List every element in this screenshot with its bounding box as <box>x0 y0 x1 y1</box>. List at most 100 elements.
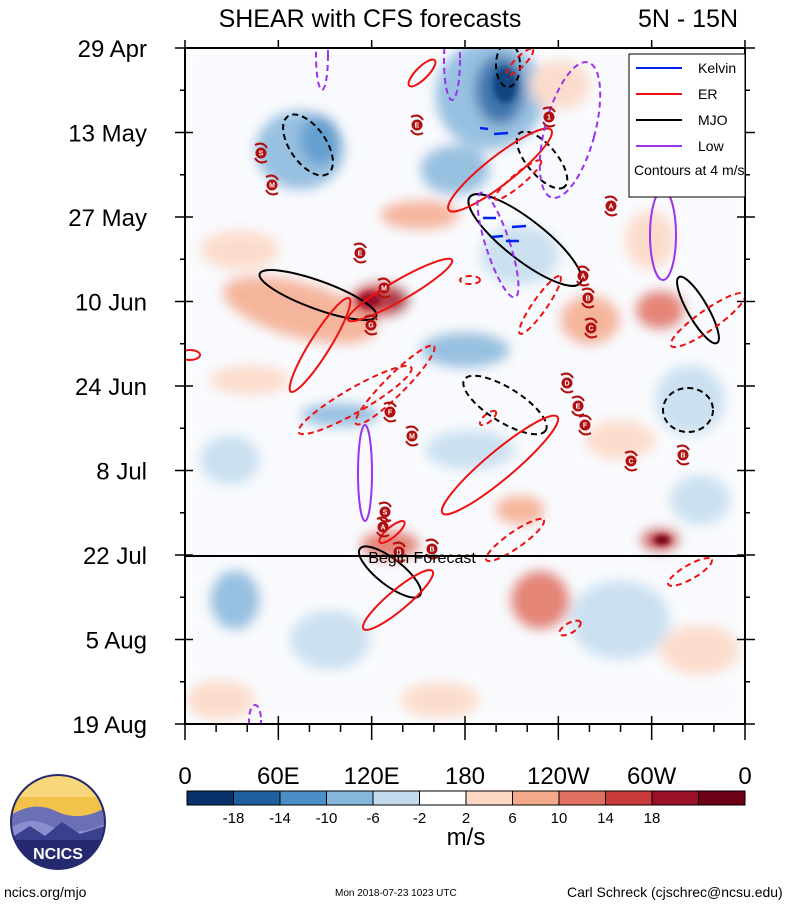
kelvin-contour <box>479 126 489 131</box>
storm-marker: A <box>604 195 618 217</box>
low-contour <box>357 424 373 522</box>
storm-marker-label: F <box>583 423 588 430</box>
colorbar-tick-label: -6 <box>366 810 379 827</box>
storm-marker-label: S <box>383 510 388 517</box>
legend-entry-label: MJO <box>698 112 728 128</box>
storm-marker: C <box>624 450 638 472</box>
y-tick-label: 27 May <box>68 205 147 232</box>
legend-box <box>628 53 746 198</box>
storm-marker: G <box>364 314 378 336</box>
storm-marker-label: D <box>564 381 569 388</box>
chart-title: SHEAR with CFS forecasts <box>219 5 522 33</box>
legend: Kelvin ER MJO Low Contours at 4 m/s <box>628 53 746 198</box>
storm-marker-label: C <box>628 459 633 466</box>
colorbar-swatch <box>326 790 374 806</box>
colorbar-swatch <box>419 790 467 806</box>
er-contour <box>361 569 435 631</box>
y-tick-label: 29 Apr <box>78 36 147 63</box>
legend-note: Contours at 4 m/s <box>634 162 745 178</box>
low-contour <box>443 48 461 101</box>
y-tick-label: 19 Aug <box>72 712 147 739</box>
x-tick-label: 120W <box>527 763 590 790</box>
x-tick-label: 120E <box>344 763 400 790</box>
colorbar-swatch <box>465 790 513 806</box>
storm-marker-label: C <box>588 326 593 333</box>
storm-marker: D <box>560 372 574 394</box>
er-contour <box>354 344 436 426</box>
er-contour <box>407 58 437 88</box>
storm-marker: B <box>581 287 595 309</box>
storm-marker: F <box>578 414 592 436</box>
mjo-contour <box>462 374 548 436</box>
colorbar-swatch <box>698 790 746 806</box>
x-tick-label: 0 <box>738 763 751 790</box>
er-contour <box>493 159 543 201</box>
storm-marker: B <box>392 541 406 563</box>
mjo-contour <box>515 130 569 190</box>
er-contour <box>484 517 546 563</box>
er-contour <box>297 364 413 436</box>
low-contour <box>538 61 602 199</box>
storm-marker-label: M <box>409 434 415 441</box>
y-axis: 29 Apr 13 May 27 May 10 Jun 24 Jun 8 Jul 22 Ju… <box>68 36 147 739</box>
low-contour <box>315 48 329 91</box>
x-tick-label: 180 <box>445 763 485 790</box>
storm-marker-label: G <box>368 323 374 330</box>
y-tick-label: 24 Jun <box>75 374 147 401</box>
mjo-contour <box>495 48 521 88</box>
y-tick-label: 8 Jul <box>96 459 147 486</box>
x-axis: 0 60E 120E 180 120W 60W 0 <box>178 763 751 790</box>
storm-marker: C <box>584 317 598 339</box>
storm-marker-label: F <box>388 410 393 417</box>
colorbar-swatch <box>512 790 560 806</box>
er-contour <box>667 557 713 587</box>
storm-marker: B <box>676 444 690 466</box>
storm-markers: S M E M G A B C 1 A D E F M S A B B C E F B <box>254 106 690 563</box>
region-label: 5N - 15N <box>638 5 738 33</box>
storm-marker: 1 <box>542 106 556 128</box>
colorbar-swatch <box>372 790 420 806</box>
forecast-label: Begin Forecast <box>368 550 476 567</box>
storm-marker-label: B <box>429 547 434 554</box>
colorbar-swatch <box>279 790 327 806</box>
colorbar-tick-label: 2 <box>462 810 470 827</box>
storm-marker: E <box>571 395 585 417</box>
kelvin-contour <box>511 224 527 229</box>
logo-text: NCICS <box>33 846 83 863</box>
colorbar-swatch <box>651 790 699 806</box>
storm-marker-label: E <box>576 404 581 411</box>
storm-marker: S <box>378 501 392 523</box>
er-contour <box>378 520 406 544</box>
low-contour <box>248 704 262 724</box>
er-contour <box>185 349 201 361</box>
er-contour <box>558 619 582 637</box>
kelvin-contour <box>493 131 509 136</box>
mjo-contour <box>662 387 714 433</box>
colorbar-swatch <box>233 790 281 806</box>
colorbar-swatch <box>186 790 234 806</box>
y-tick-label: 13 May <box>68 121 147 148</box>
x-tick-label: 60W <box>627 763 677 790</box>
storm-marker-label: E <box>415 123 420 130</box>
colorbar-tick-label: 6 <box>508 810 516 827</box>
legend-entry-label: Kelvin <box>698 60 736 76</box>
axis-ticks <box>175 40 755 740</box>
x-tick-label: 0 <box>178 763 191 790</box>
footer-site[interactable]: ncics.org/mjo <box>4 884 87 900</box>
storm-marker-label: B <box>396 550 401 557</box>
colorbar-tick-label: -18 <box>223 810 245 827</box>
footer-author: Carl Schreck (cjschrec@ncsu.edu) <box>567 884 783 900</box>
ncics-logo: NCICS <box>10 774 106 870</box>
storm-marker-label: B <box>585 296 590 303</box>
storm-marker-label: A <box>580 274 585 281</box>
legend-entry-label: Low <box>698 138 725 154</box>
storm-marker: F <box>383 401 397 423</box>
colorbar-swatch <box>558 790 606 806</box>
storm-marker: A <box>576 265 590 287</box>
mjo-contour <box>282 113 334 177</box>
er-contour <box>518 275 562 335</box>
er-contour <box>478 409 498 427</box>
colorbar-swatch <box>605 790 653 806</box>
colorbar-tick-label: -14 <box>269 810 291 827</box>
